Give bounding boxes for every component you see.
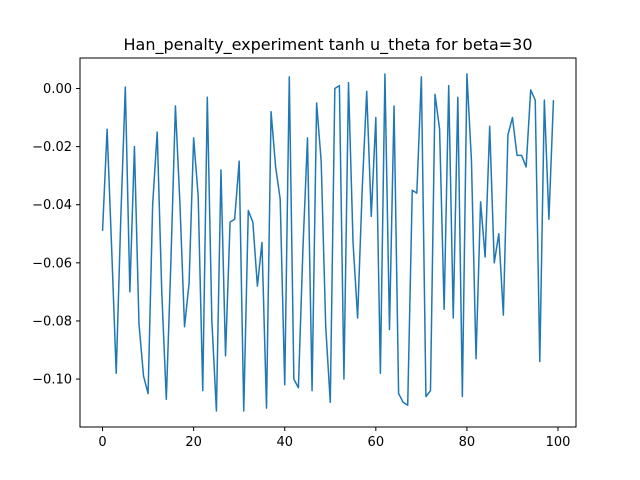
x-axis: 0 20 40 60 80 100: [98, 427, 570, 450]
y-tick-label: −0.02: [32, 140, 72, 155]
x-tick-label: 100: [546, 435, 571, 450]
x-tick-label: 20: [185, 435, 202, 450]
series-line: [101, 73, 555, 412]
x-tick-label: 40: [276, 435, 293, 450]
y-axis: 0.00 −0.02 −0.04 −0.06 −0.08 −0.10: [32, 82, 80, 388]
plot-area: [101, 73, 555, 412]
y-tick-label: −0.08: [32, 314, 72, 329]
x-tick-label: 0: [98, 435, 106, 450]
x-tick-label: 80: [459, 435, 476, 450]
y-tick-label: −0.10: [32, 373, 72, 388]
y-tick-label: 0.00: [43, 82, 72, 97]
y-tick-label: −0.04: [32, 198, 72, 213]
axes-frame: [79, 57, 577, 428]
x-tick-label: 60: [368, 435, 385, 450]
chart-title: Han_penalty_experiment tanh u_theta for …: [123, 35, 532, 55]
y-tick-label: −0.06: [32, 256, 72, 271]
